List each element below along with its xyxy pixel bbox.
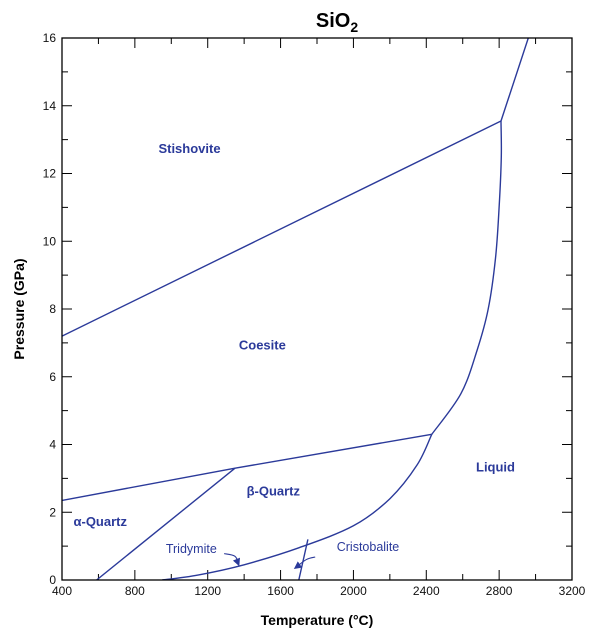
region-label-liquid: Liquid xyxy=(476,460,515,475)
x-tick-label: 1600 xyxy=(267,584,294,598)
x-tick-label: 3200 xyxy=(559,584,586,598)
annotation-label-tridymite: Tridymite xyxy=(166,542,217,556)
boundary-coesite-liquid xyxy=(431,120,503,435)
x-tick-label: 2800 xyxy=(486,584,513,598)
tick-labels: 400 800 1200 1600 2000 2400 2800 3200 0 2 4 6 8 10 12 1… xyxy=(43,31,586,598)
boundary-stishovite-liquid xyxy=(500,38,529,122)
boundary-beta-quartz-liquid xyxy=(162,433,433,580)
y-tick-label: 6 xyxy=(49,370,56,384)
x-axis-label: Temperature (°C) xyxy=(261,612,374,628)
x-tick-label: 800 xyxy=(125,584,145,598)
chart-title-main: SiO xyxy=(316,10,350,32)
region-label-quartz: α-Quartz xyxy=(74,514,128,529)
boundary-alpha-coesite xyxy=(62,467,236,502)
x-tick-label: 2400 xyxy=(413,584,440,598)
region-label-stishovite: Stishovite xyxy=(158,141,220,156)
boundary-stishovite-coesite xyxy=(62,120,502,337)
annotations: Tridymite Cristobalite xyxy=(166,540,400,570)
y-tick-label: 0 xyxy=(49,573,56,587)
boundary-cristobalite-liquid xyxy=(298,539,309,580)
boundary-alpha-beta-quartz xyxy=(96,467,236,580)
y-tick-label: 8 xyxy=(49,302,56,316)
region-label-coesite: Coesite xyxy=(239,338,286,353)
y-axis-label: Pressure (GPa) xyxy=(11,258,27,359)
y-tick-label: 14 xyxy=(43,99,57,113)
chart-title-subscript: 2 xyxy=(350,19,358,35)
phase-boundaries xyxy=(62,38,529,580)
chart-title: SiO2 xyxy=(316,10,358,35)
region-label-quartz: β-Quartz xyxy=(247,483,301,498)
y-tick-label: 2 xyxy=(49,505,56,519)
annotation-arrow-cristobalite xyxy=(293,556,316,570)
x-tick-label: 1200 xyxy=(194,584,221,598)
region-labels: Stishovite Coesite β-Quartz α-Quartz Liquid xyxy=(74,141,516,529)
annotation-label-cristobalite: Cristobalite xyxy=(337,540,400,554)
y-tick-label: 16 xyxy=(43,31,57,45)
boundary-beta-coesite xyxy=(234,433,432,469)
y-tick-label: 12 xyxy=(43,167,57,181)
x-tick-label: 2000 xyxy=(340,584,367,598)
annotation-arrow-tridymite xyxy=(223,553,240,567)
y-tick-label: 4 xyxy=(49,438,56,452)
y-tick-label: 10 xyxy=(43,234,57,248)
axis-ticks xyxy=(61,37,573,581)
x-tick-label: 400 xyxy=(52,584,72,598)
plot-frame xyxy=(61,37,573,581)
